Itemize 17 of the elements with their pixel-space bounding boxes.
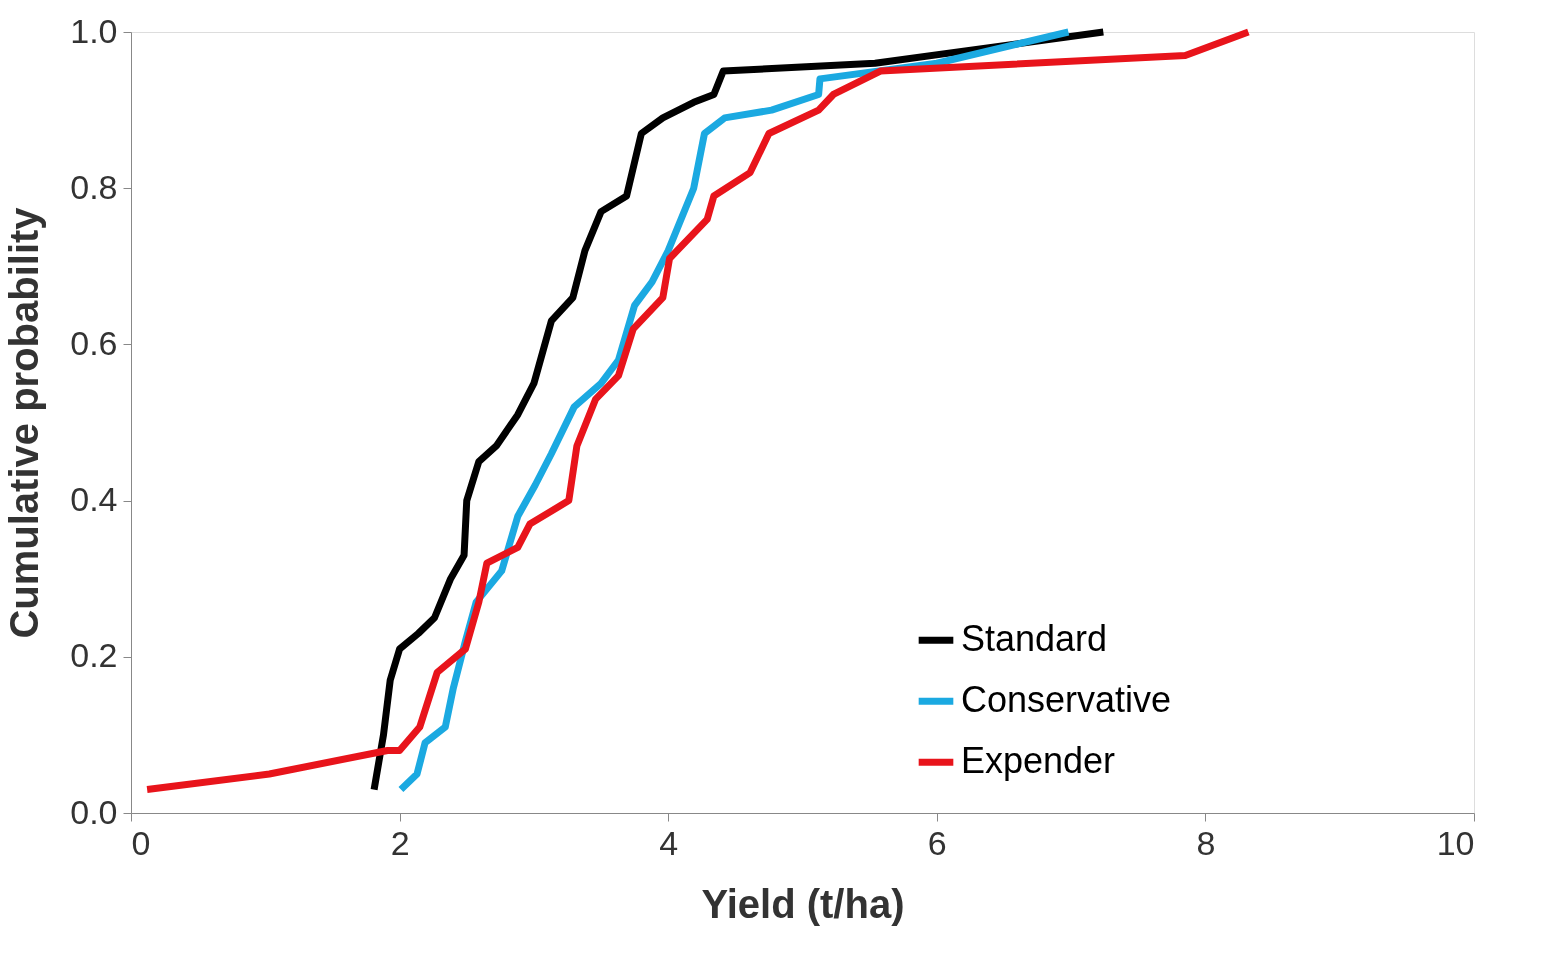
y-tick-label: 0.6	[70, 323, 118, 362]
y-tick-label: 0.0	[70, 792, 118, 831]
x-tick-label: 4	[659, 823, 679, 862]
y-tick-label: 0.4	[70, 480, 118, 519]
x-tick-label: 10	[1436, 823, 1475, 862]
x-tick-label: 2	[390, 823, 410, 862]
y-axis-title: Cumulative probability	[2, 206, 47, 639]
legend-label: Expender	[961, 740, 1116, 782]
x-tick-label: 6	[927, 823, 947, 862]
y-tick-label: 1.0	[70, 11, 118, 50]
legend-label: Standard	[961, 618, 1108, 660]
legend-label: Conservative	[961, 679, 1172, 721]
x-tick-label: 0	[131, 823, 151, 862]
y-tick-label: 0.2	[70, 636, 118, 675]
x-tick-label: 8	[1196, 823, 1216, 862]
y-tick-label: 0.8	[70, 167, 118, 206]
x-axis-title: Yield (t/ha)	[701, 881, 905, 926]
